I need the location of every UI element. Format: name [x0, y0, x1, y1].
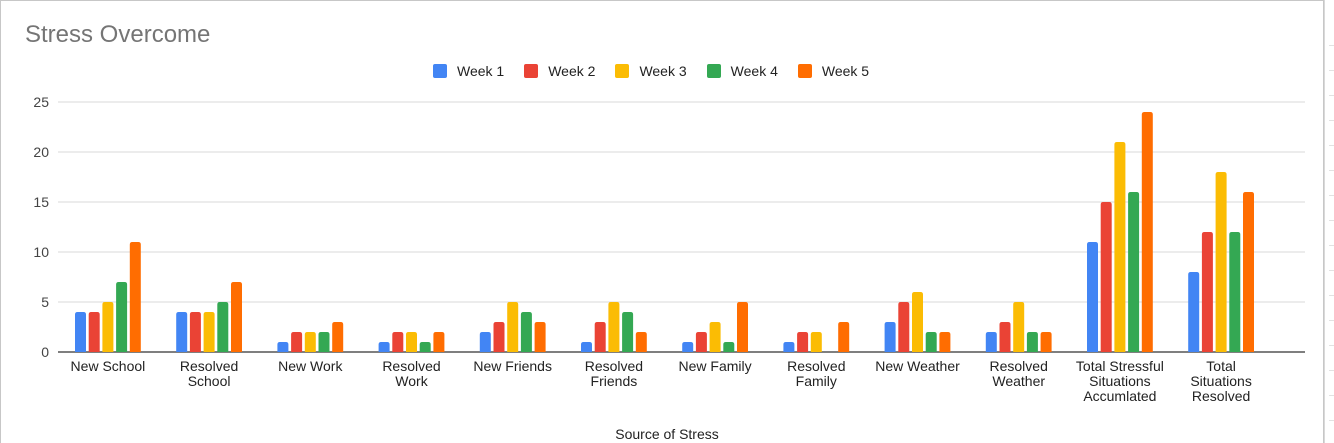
bar[interactable] [520, 312, 532, 352]
bar[interactable] [709, 322, 721, 352]
y-tick-label: 10 [33, 244, 49, 260]
bar[interactable] [277, 342, 289, 352]
x-tick-label: Resolved Work [382, 358, 440, 389]
bar[interactable] [1013, 302, 1025, 352]
bar[interactable] [594, 322, 606, 352]
bar[interactable] [406, 332, 417, 352]
x-axis-label: Source of Stress [615, 426, 719, 442]
bar[interactable] [1229, 232, 1241, 352]
chart-title: Stress Overcome [25, 21, 211, 48]
bar[interactable] [189, 312, 201, 352]
x-tick-label: Total Stressful Situations Accumlated [1076, 358, 1164, 404]
bar[interactable] [1100, 202, 1112, 352]
bar[interactable] [838, 322, 850, 352]
bar[interactable] [392, 332, 404, 352]
x-tick-label: Total Situations Resolved [1190, 358, 1251, 404]
bar[interactable] [1188, 272, 1200, 352]
bar[interactable] [939, 332, 951, 352]
bar[interactable] [1087, 242, 1098, 352]
bar[interactable] [1215, 172, 1227, 352]
legend-item[interactable]: Week 3 [615, 63, 687, 79]
legend-item[interactable]: Week 5 [797, 63, 870, 79]
bar[interactable] [332, 322, 344, 352]
bar[interactable] [88, 312, 100, 352]
bar[interactable] [581, 342, 592, 352]
bar[interactable] [1114, 142, 1126, 352]
bar[interactable] [1040, 332, 1052, 352]
legend-label: Week 1 [457, 63, 505, 79]
bar[interactable] [433, 332, 445, 352]
y-tick-label: 25 [33, 94, 49, 110]
legend-label: Week 4 [730, 63, 778, 79]
bar[interactable] [985, 332, 997, 352]
bar[interactable] [1128, 192, 1140, 352]
bar[interactable] [695, 332, 707, 352]
sheet-edge [1324, 0, 1334, 443]
bar[interactable] [797, 332, 809, 352]
bar[interactable] [723, 342, 735, 352]
bar[interactable] [1026, 332, 1038, 352]
y-tick-label: 20 [33, 144, 49, 160]
legend-label: Week 3 [639, 63, 687, 79]
y-tick-label: 0 [41, 344, 49, 360]
legend-label: Week 2 [548, 63, 596, 79]
chart-legend: Week 1 Week 2 Week 3 Week 4 Week 5 [433, 63, 889, 79]
bar[interactable] [1243, 192, 1254, 352]
bar[interactable] [925, 332, 937, 352]
bar[interactable] [75, 312, 86, 352]
legend-label: Week 5 [821, 63, 870, 79]
bar[interactable] [203, 312, 215, 352]
legend-swatch [615, 64, 630, 78]
legend-swatch [433, 64, 447, 78]
bar[interactable] [231, 282, 242, 352]
bar[interactable] [176, 312, 188, 352]
bar[interactable] [622, 312, 634, 352]
x-tick-label: New Weather [875, 358, 960, 374]
y-tick-label: 5 [41, 294, 49, 310]
x-tick-label: Resolved Weather [990, 358, 1048, 389]
legend-item[interactable]: Week 1 [433, 63, 504, 79]
bar[interactable] [810, 332, 822, 352]
legend-swatch [706, 64, 721, 78]
bar[interactable] [102, 302, 114, 352]
bar[interactable] [217, 302, 229, 352]
bar[interactable] [493, 322, 505, 352]
x-tick-label: Resolved Friends [585, 358, 643, 389]
bar[interactable] [1201, 232, 1213, 352]
bar[interactable] [682, 342, 694, 352]
legend-item[interactable]: Week 2 [524, 63, 595, 79]
bar[interactable] [507, 302, 519, 352]
x-tick-label: Resolved Family [787, 358, 845, 389]
bar[interactable] [608, 302, 620, 352]
bar[interactable] [291, 332, 303, 352]
bar[interactable] [304, 332, 316, 352]
x-tick-label: New School [71, 358, 146, 374]
bar[interactable] [783, 342, 795, 352]
bar[interactable] [635, 332, 647, 352]
bar[interactable] [1141, 112, 1153, 352]
legend-swatch [524, 64, 539, 78]
bar[interactable] [129, 242, 141, 352]
bar[interactable] [419, 342, 431, 352]
bar[interactable] [898, 302, 910, 352]
bar[interactable] [479, 332, 491, 352]
legend-swatch [797, 64, 812, 78]
x-tick-label: Resolved School [180, 358, 238, 389]
bar[interactable] [534, 322, 546, 352]
bar[interactable] [737, 302, 748, 352]
y-tick-label: 15 [33, 194, 49, 210]
x-tick-label: New Work [278, 358, 343, 374]
bar[interactable] [912, 292, 923, 352]
x-tick-label: New Friends [473, 358, 552, 374]
bar[interactable] [378, 342, 390, 352]
bar[interactable] [116, 282, 128, 352]
x-tick-label: New Family [679, 358, 752, 374]
legend-item[interactable]: Week 4 [706, 63, 778, 79]
bar[interactable] [318, 332, 330, 352]
bar[interactable] [884, 322, 896, 352]
bar[interactable] [999, 322, 1011, 352]
